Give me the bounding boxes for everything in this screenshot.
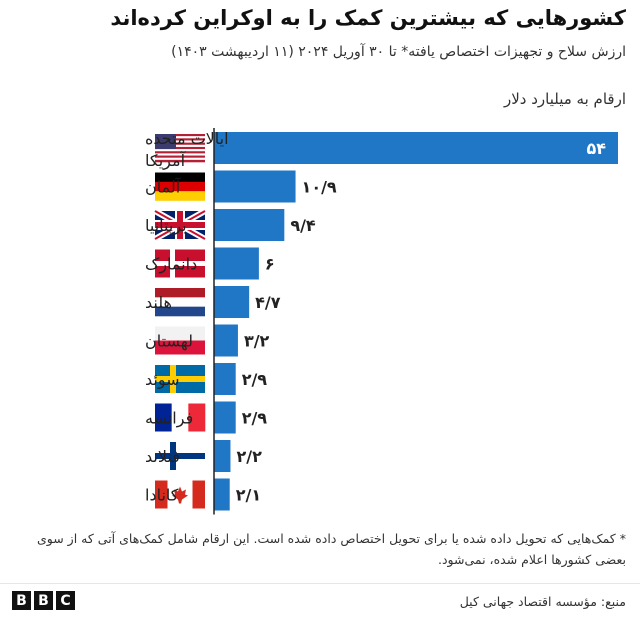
flag-stripe xyxy=(155,153,205,156)
sweden-flag xyxy=(155,365,205,393)
chart-title: کشورهایی که بیشترین کمک را به اوکراین کر… xyxy=(110,6,626,30)
data-label: ۳/۲ xyxy=(244,332,270,351)
bar-row: ۹/۴ بریتانیا xyxy=(145,208,316,242)
canada-flag xyxy=(155,480,205,509)
category-label: ایالات متحده آمریکا xyxy=(145,129,229,171)
flag-maple-leaf xyxy=(172,486,188,504)
category-label: لهستان xyxy=(145,332,193,352)
flag-cross xyxy=(155,376,205,382)
netherlands-flag xyxy=(155,288,205,317)
flag-cross xyxy=(155,261,205,266)
bar xyxy=(214,132,618,164)
flag-canton xyxy=(155,134,176,150)
flag-band xyxy=(192,480,205,509)
bar-row: ۲/۹ فرانسه xyxy=(145,401,268,434)
flag-band xyxy=(155,403,172,432)
flag-stripe xyxy=(155,155,205,158)
data-label: ۶ xyxy=(265,255,275,274)
data-label: ۴/۷ xyxy=(255,293,281,312)
flag-band xyxy=(155,297,205,307)
data-label: ۱۰/۹ xyxy=(302,178,337,197)
us-flag xyxy=(155,134,205,163)
category-label: دانمارک xyxy=(145,255,197,275)
flag-cross xyxy=(155,453,205,459)
data-label: ۲/۱ xyxy=(236,486,261,505)
flag-band xyxy=(155,480,168,509)
data-label: ۲/۹ xyxy=(242,409,268,428)
flag-stripe xyxy=(155,142,205,146)
bar-row: ۲/۱ کانادا xyxy=(145,478,261,511)
flag-band xyxy=(155,288,205,298)
finland-flag xyxy=(155,442,205,470)
uk-flag xyxy=(153,208,207,242)
bar xyxy=(214,363,236,395)
flag-band xyxy=(155,181,205,192)
bar-chart: ۵۴ ایالات متحده آمریکا ۱۰/۹ آلمان ۹/۴ بریتانیا… xyxy=(145,128,618,515)
bar-row: ۲/۲ فنلاند xyxy=(145,440,262,472)
category-label-line: آمریکا xyxy=(145,151,187,171)
data-label: ۲/۹ xyxy=(242,370,268,389)
flag-stripe xyxy=(155,140,205,143)
bar xyxy=(214,286,250,318)
bbc-logo-letter: B xyxy=(34,591,53,610)
bar-row: ۶ دانمارک xyxy=(145,247,275,280)
category-label: فنلاند xyxy=(145,447,180,466)
data-label: ۵۴ xyxy=(586,139,606,158)
bar xyxy=(214,247,259,280)
flag-band xyxy=(155,306,205,317)
bar-row: ۱۰/۹ آلمان xyxy=(145,170,337,203)
bar xyxy=(214,170,296,203)
flag-cross xyxy=(155,222,205,228)
bar xyxy=(214,478,230,511)
data-label: ۹/۴ xyxy=(290,216,316,235)
flag-band xyxy=(188,403,206,432)
flag-band xyxy=(155,191,205,201)
bar xyxy=(214,209,285,241)
flag-stripe xyxy=(155,151,205,154)
bbc-logo-letter: B xyxy=(12,591,31,610)
flag-stripe xyxy=(155,159,205,163)
denmark-flag xyxy=(155,249,205,278)
category-label-line: ایالات متحده xyxy=(145,129,229,148)
bbc-logo: B B C xyxy=(12,591,75,610)
flag-band xyxy=(155,172,205,183)
bar xyxy=(214,401,236,434)
flag-band xyxy=(155,340,205,355)
data-label: ۲/۲ xyxy=(236,447,262,466)
flag-stripe xyxy=(155,146,205,150)
footer-divider xyxy=(0,583,640,584)
category-label: کانادا xyxy=(145,486,179,505)
france-flag xyxy=(155,403,206,432)
category-label: بریتانیا xyxy=(145,216,187,236)
bbc-logo-letter: C xyxy=(56,591,75,610)
category-label: هلند xyxy=(145,293,172,312)
source-note: منبع: مؤسسه اقتصاد جهانی کیل xyxy=(459,594,626,609)
flag-stripe xyxy=(155,138,205,141)
flag-stripe xyxy=(155,157,205,161)
footnote: * کمک‌هایی که تحویل داده شده یا برای تحو… xyxy=(36,531,626,567)
flag-band xyxy=(155,326,205,341)
flag-band xyxy=(171,403,189,432)
bar-row: ۴/۷ هلند xyxy=(145,286,281,318)
flag-stripe xyxy=(155,134,205,137)
category-label: آلمان xyxy=(145,178,182,197)
chart-subtitle: ارزش سلاح و تجهیزات اختصاص یافته* تا ۳۰ … xyxy=(171,44,626,60)
germany-flag xyxy=(155,172,205,201)
unit-label: ارقام به میلیارد دلار xyxy=(504,90,626,108)
poland-flag xyxy=(155,326,205,355)
bar-row: ۲/۹ سوئد xyxy=(145,363,267,395)
bar-row: ۳/۲ لهستان xyxy=(145,324,270,357)
category-label: فرانسه xyxy=(145,409,193,429)
bar xyxy=(214,440,231,472)
flag-stripe xyxy=(155,149,205,152)
category-label: سوئد xyxy=(145,370,180,390)
bar xyxy=(214,324,238,357)
flag-stripe xyxy=(155,144,205,148)
bar-row: ۵۴ ایالات متحده آمریکا xyxy=(145,129,618,171)
flag-stripe xyxy=(155,136,205,139)
